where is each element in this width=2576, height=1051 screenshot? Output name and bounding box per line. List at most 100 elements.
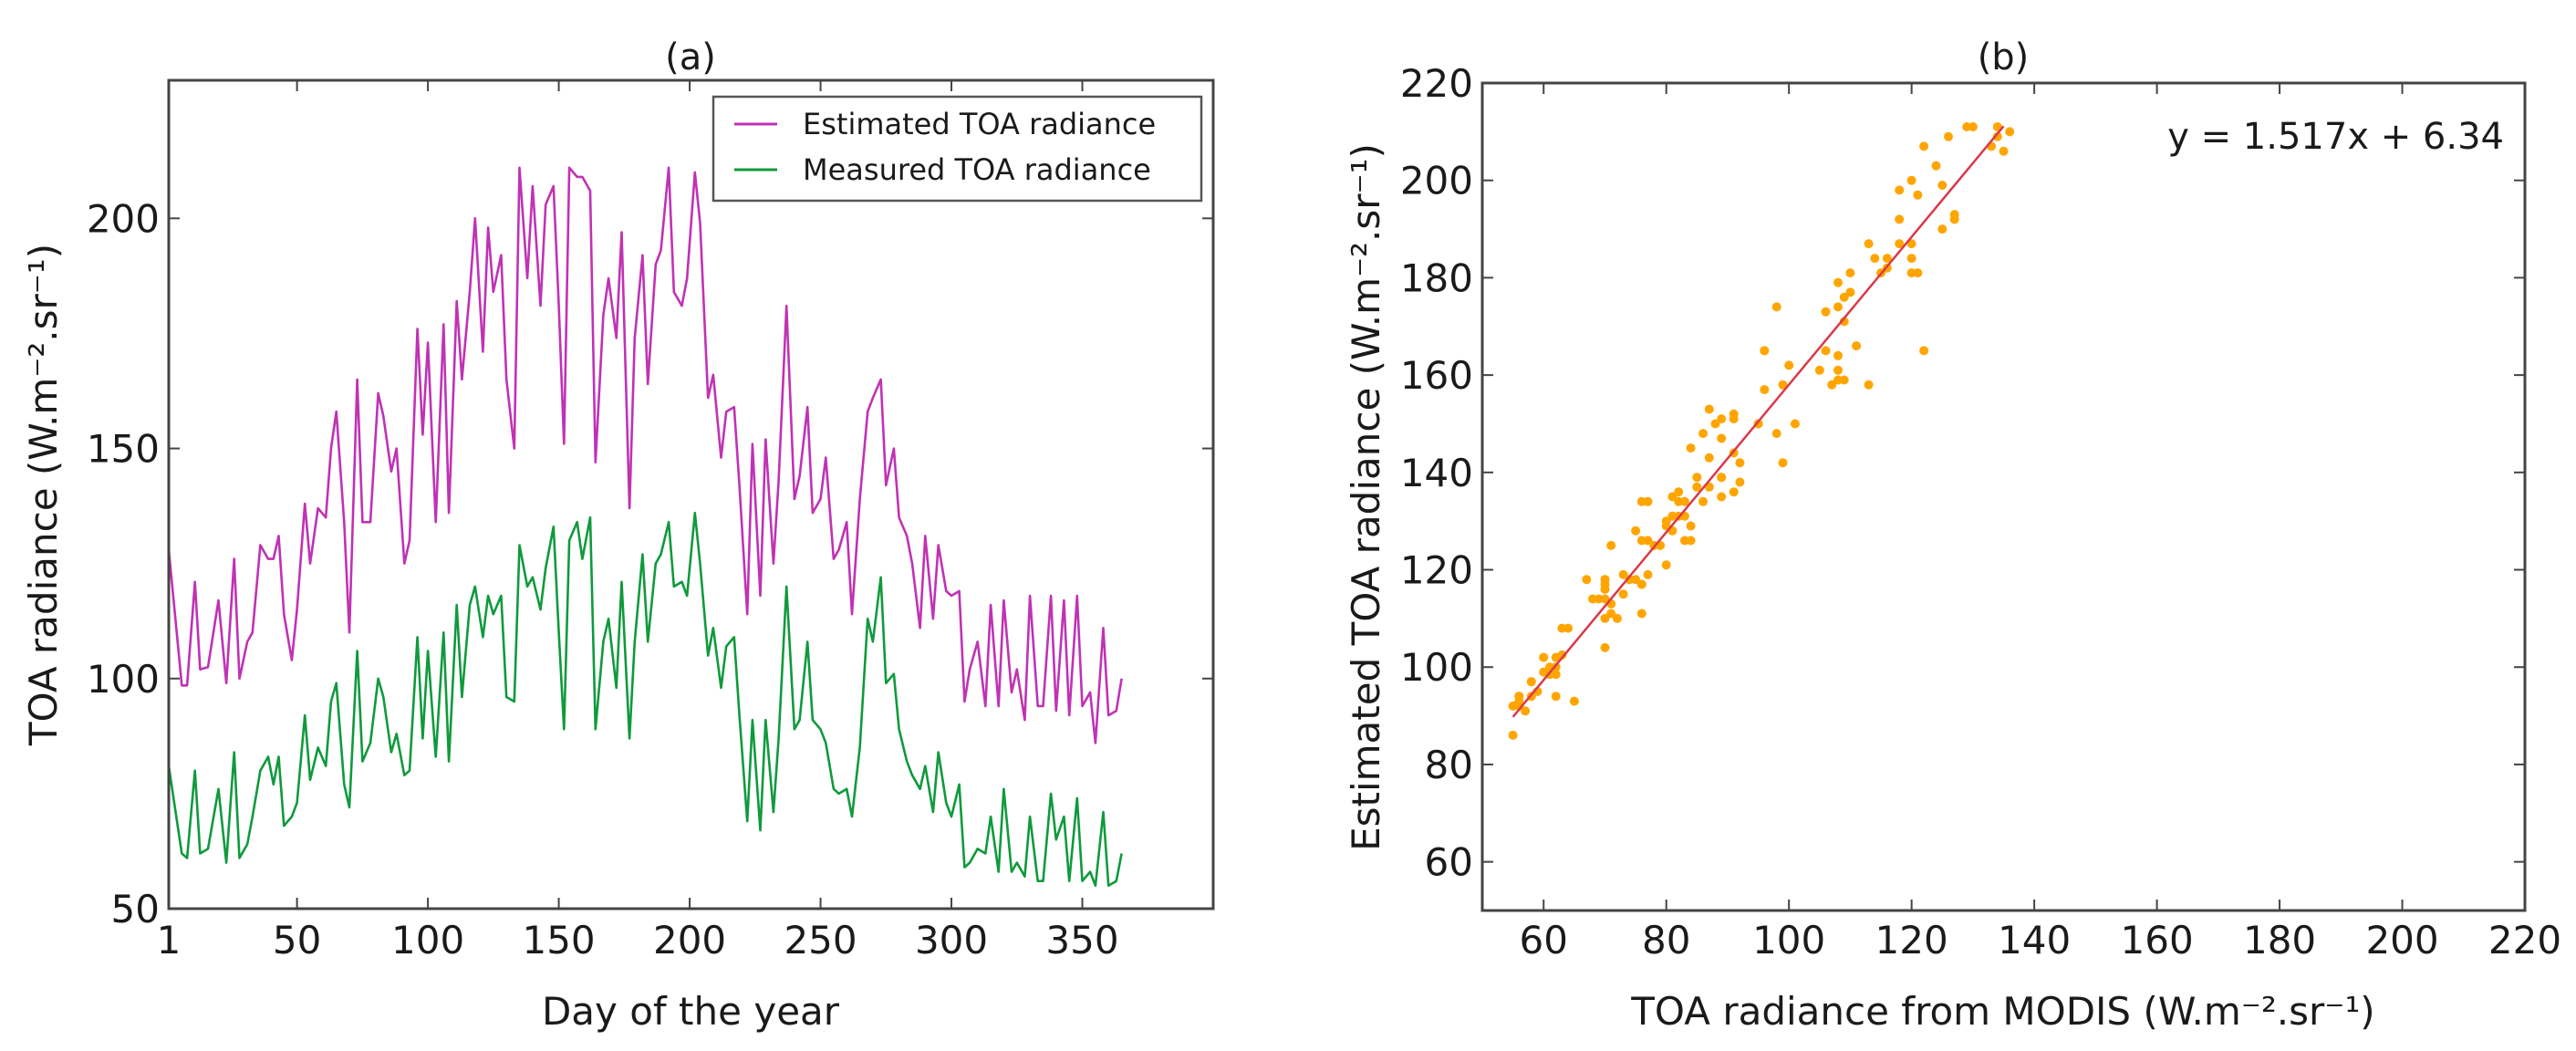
scatter-point <box>1514 696 1524 706</box>
panel-a-series <box>167 166 1123 888</box>
scatter-point <box>1919 141 1929 151</box>
scatter-point <box>1704 404 1714 414</box>
panel-b-axes-frame <box>1480 81 2527 912</box>
panel-b-scatter-chart: (b) 60 80 100 120 140 160 180 200 220 60 80 100 120 1… <box>1344 36 2561 1034</box>
scatter-point <box>2005 127 2015 137</box>
scatter-point <box>1827 380 1837 390</box>
scatter-point <box>1643 569 1653 579</box>
x-tick-label: 100 <box>1752 918 1825 963</box>
scatter-point <box>1717 414 1727 424</box>
x-tick-label: 180 <box>2243 918 2316 963</box>
scatter-point <box>1771 302 1781 312</box>
y-tick-label: 120 <box>1400 548 1473 593</box>
scatter-point <box>1729 487 1739 497</box>
panel-a-axes-frame <box>167 78 1215 911</box>
scatter-point <box>1698 429 1708 439</box>
x-tick-label: 300 <box>915 918 988 963</box>
scatter-point <box>1625 575 1635 585</box>
scatter-point <box>1931 161 1941 171</box>
scatter-point <box>1612 613 1622 623</box>
scatter-point <box>1870 254 1880 264</box>
scatter-point <box>1882 254 1892 264</box>
scatter-point <box>1636 496 1646 506</box>
y-tick-label: 200 <box>87 196 160 241</box>
scatter-point <box>1636 536 1646 546</box>
legend-label-measured: Measured TOA radiance <box>803 152 1151 187</box>
scatter-point <box>1618 589 1628 599</box>
scatter-point <box>1814 365 1824 375</box>
scatter-point <box>1864 380 1874 390</box>
scatter-point <box>1631 526 1641 536</box>
scatter-point <box>1790 419 1800 429</box>
legend-label-estimated: Estimated TOA radiance <box>803 107 1156 141</box>
panel-b-ticks: 60 80 100 120 140 160 180 200 220 60 80 100 120 140 16… <box>1400 61 2561 963</box>
scatter-point <box>1937 224 1948 234</box>
scatter-point <box>1636 609 1646 619</box>
scatter-point <box>1717 473 1727 483</box>
x-tick-label: 220 <box>2488 918 2561 963</box>
panel-a-x-axis-label: Day of the year <box>542 989 840 1034</box>
scatter-point <box>1582 575 1592 585</box>
scatter-point <box>1784 360 1794 370</box>
scatter-point <box>1895 239 1905 249</box>
x-tick-label: 200 <box>653 918 726 963</box>
scatter-point <box>1845 268 1855 278</box>
scatter-point <box>1674 487 1684 497</box>
regression-equation: y = 1.517x + 6.34 <box>2167 116 2504 158</box>
panel-b-x-axis-label: TOA radiance from MODIS (W.m⁻².sr⁻¹) <box>1630 989 2374 1034</box>
scatter-point <box>1606 540 1616 550</box>
y-tick-label: 160 <box>1400 353 1473 398</box>
scatter-point <box>1679 496 1689 506</box>
scatter-point <box>1661 516 1671 526</box>
x-tick-label: 200 <box>2365 918 2438 963</box>
scatter-point <box>1526 677 1536 687</box>
panel-a-title: (a) <box>665 36 716 78</box>
scatter-point <box>1753 419 1763 429</box>
x-tick-label: 80 <box>1642 918 1690 963</box>
panel-b-y-axis-label: Estimated TOA radiance (W.m⁻².sr⁻¹) <box>1344 143 1388 851</box>
y-tick-label: 200 <box>1400 159 1473 203</box>
scatter-point <box>1539 667 1549 677</box>
scatter-point <box>1600 642 1610 652</box>
scatter-point <box>1521 706 1531 716</box>
scatter-point <box>1717 433 1727 443</box>
scatter-point <box>1821 307 1831 317</box>
scatter-point <box>1833 365 1843 375</box>
panel-a-y-axis-label: TOA radiance (W.m⁻².sr⁻¹) <box>21 244 66 746</box>
x-tick-label: 160 <box>2121 918 2194 963</box>
scatter-point <box>1557 623 1567 633</box>
scatter-point <box>1895 214 1905 224</box>
scatter-point <box>1839 292 1849 302</box>
scatter-point <box>1618 569 1628 579</box>
scatter-point <box>1760 385 1770 395</box>
x-tick-label: 100 <box>391 918 464 963</box>
scatter-point <box>1937 181 1948 190</box>
scatter-point <box>1679 536 1689 546</box>
scatter-point <box>1833 277 1843 287</box>
scatter-point <box>1735 477 1745 487</box>
scatter-point <box>1895 185 1905 195</box>
y-tick-label: 140 <box>1400 451 1473 495</box>
scatter-point <box>1692 473 1702 483</box>
scatter-point <box>1569 696 1579 706</box>
series-line-measured <box>167 511 1123 888</box>
series-line-estimated <box>167 166 1123 744</box>
scatter-point <box>1968 122 1978 131</box>
x-tick-label: 120 <box>1875 918 1948 963</box>
scatter-point <box>1771 429 1781 439</box>
x-tick-label: 140 <box>1998 918 2071 963</box>
scatter-point <box>1704 453 1714 463</box>
scatter-point <box>1821 346 1831 356</box>
scatter-point <box>1600 594 1610 604</box>
scatter-point <box>1557 650 1567 660</box>
y-tick-label: 100 <box>87 657 160 702</box>
scatter-point <box>1833 350 1843 360</box>
scatter-point <box>1600 579 1610 589</box>
scatter-point <box>1864 239 1874 249</box>
scatter-point <box>1661 560 1671 570</box>
scatter-point <box>1686 443 1696 453</box>
scatter-point <box>1508 701 1518 711</box>
scatter-point <box>1606 609 1616 619</box>
y-tick-label: 220 <box>1400 61 1473 106</box>
